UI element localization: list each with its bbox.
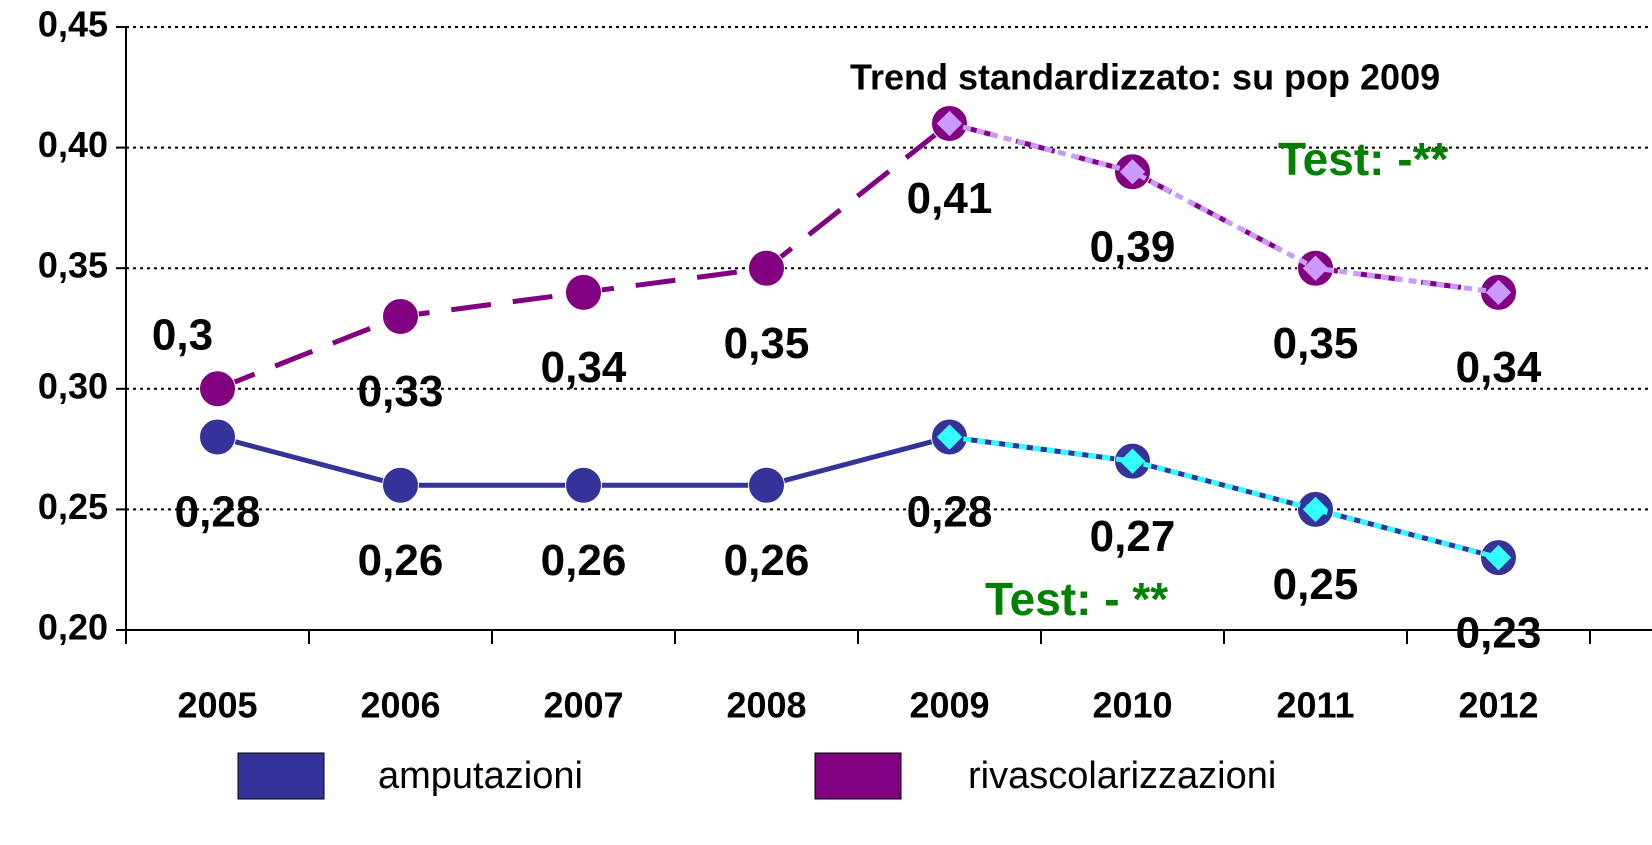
annotation: Test: - ** — [985, 573, 1168, 625]
data-label: 0,26 — [541, 536, 627, 585]
series-line — [216, 120, 1499, 392]
data-label: 0,26 — [358, 536, 444, 585]
legend-swatch — [237, 752, 325, 800]
data-label: 0,3 — [152, 310, 213, 359]
marker — [1485, 279, 1512, 306]
x-tick-label: 2012 — [1458, 685, 1538, 726]
marker — [936, 110, 963, 137]
data-label: 0,28 — [175, 488, 261, 537]
legend-label: rivascolarizzazioni — [968, 755, 1276, 797]
marker — [1302, 255, 1329, 281]
marker — [382, 466, 419, 504]
x-tick-label: 2010 — [1092, 685, 1172, 726]
marker — [199, 370, 236, 408]
marker — [565, 273, 602, 311]
y-tick-label: 0,40 — [38, 124, 108, 165]
data-label: 0,34 — [1456, 343, 1542, 392]
data-label: 0,27 — [1090, 512, 1176, 561]
x-tick-label: 2007 — [543, 685, 623, 726]
data-label: 0,25 — [1273, 560, 1359, 609]
marker — [382, 297, 419, 335]
x-tick-label: 2005 — [177, 685, 257, 726]
data-label: 0,34 — [541, 343, 627, 392]
marker — [1302, 496, 1329, 523]
data-label: 0,26 — [724, 536, 810, 585]
data-label: 0,41 — [907, 174, 993, 223]
data-label: 0,35 — [724, 319, 810, 368]
data-label: 0,33 — [358, 367, 444, 416]
marker — [748, 466, 785, 504]
legend-label: amputazioni — [378, 755, 583, 797]
marker — [1119, 448, 1146, 474]
annotation: Test: -** — [1278, 133, 1448, 185]
x-tick-label: 2008 — [726, 685, 806, 726]
x-tick-label: 2011 — [1276, 685, 1354, 726]
x-tick-label: 2009 — [909, 685, 989, 726]
marker — [936, 424, 963, 450]
marker — [565, 466, 602, 504]
y-tick-label: 0,35 — [38, 245, 108, 286]
data-label: 0,35 — [1273, 319, 1359, 368]
marker — [1119, 159, 1146, 185]
data-label: 0,39 — [1090, 222, 1176, 271]
series-line — [949, 434, 1500, 561]
y-tick-label: 0,20 — [38, 607, 108, 648]
data-label: 0,23 — [1456, 608, 1542, 657]
marker — [1485, 544, 1512, 571]
marker — [199, 418, 236, 456]
legend-swatch — [814, 752, 902, 800]
annotation: Trend standardizzato: su pop 2009 — [850, 57, 1440, 98]
data-label: 0,28 — [907, 488, 993, 537]
y-tick-label: 0,30 — [38, 365, 108, 406]
x-tick-label: 2006 — [360, 685, 440, 726]
marker — [748, 249, 785, 287]
y-tick-label: 0,45 — [38, 4, 108, 45]
y-tick-label: 0,25 — [38, 486, 108, 527]
